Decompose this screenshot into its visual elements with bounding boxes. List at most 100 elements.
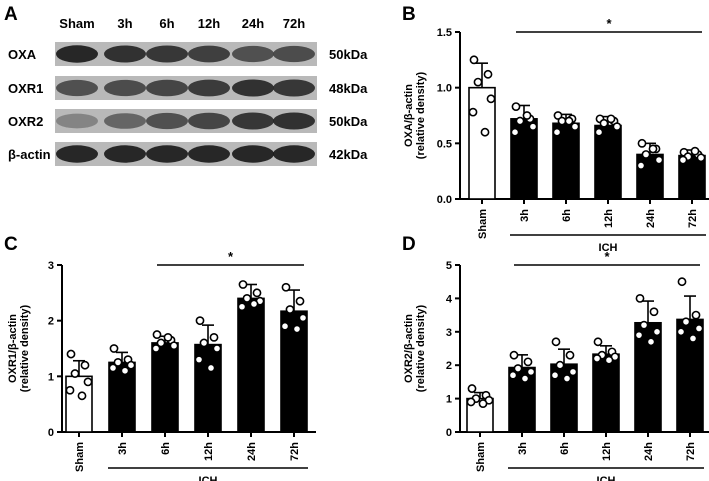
group-label: ICH	[599, 242, 618, 254]
x-tick-label: Sham	[74, 442, 86, 472]
data-point	[209, 332, 219, 342]
lane-label: 6h	[159, 16, 174, 31]
data-point	[550, 370, 560, 380]
data-point	[77, 391, 87, 401]
x-tick-label: 72h	[687, 209, 699, 228]
data-point	[511, 102, 521, 111]
x-tick-label: 12h	[601, 442, 613, 461]
data-point	[513, 364, 523, 373]
data-point	[152, 330, 162, 339]
y-axis-title: (relative density)	[19, 304, 31, 392]
protein-label: OXR2	[8, 114, 43, 129]
y-axis-title: OXR2/β-actin	[403, 314, 415, 383]
chart-oxa: 0.0 0.5 1.0 1.5 OXA/β-actin (relative density…	[403, 16, 709, 254]
data-point	[606, 114, 616, 124]
data-point	[108, 363, 118, 373]
blot-band	[188, 145, 230, 163]
x-tick-label: 6h	[561, 209, 573, 222]
blot-band	[56, 145, 98, 163]
data-point	[113, 358, 123, 367]
data-point	[483, 69, 493, 79]
data-point	[238, 280, 248, 289]
y-axis-title: OXR1/β-actin	[7, 314, 19, 383]
data-point	[641, 150, 651, 159]
lane-label: 3h	[117, 16, 132, 31]
data-point	[652, 327, 662, 337]
data-point	[468, 107, 478, 117]
group-label: ICH	[199, 475, 218, 481]
data-point	[691, 310, 701, 320]
blot-band	[146, 45, 188, 63]
data-point	[285, 305, 295, 314]
y-tick-label: 0	[446, 427, 452, 439]
data-point	[151, 344, 161, 353]
y-axis-title: (relative density)	[415, 71, 427, 159]
data-point	[604, 355, 614, 365]
data-point	[678, 155, 688, 165]
data-point	[83, 377, 93, 387]
x-tick-label: 24h	[246, 442, 258, 461]
y-axis-title: (relative density)	[415, 304, 427, 392]
x-tick-label: 12h	[603, 209, 615, 228]
data-point	[646, 337, 656, 347]
data-point	[568, 367, 578, 377]
x-tick-label: 6h	[160, 442, 172, 455]
data-point	[523, 357, 533, 367]
blot-band	[188, 45, 230, 63]
data-point	[212, 344, 222, 353]
data-point	[564, 116, 574, 126]
bar	[592, 353, 620, 433]
data-point	[508, 370, 518, 380]
data-point	[637, 138, 647, 148]
blot-band	[273, 79, 315, 97]
data-point	[473, 77, 483, 87]
y-tick-label: 0.0	[437, 194, 452, 206]
data-point	[562, 374, 572, 383]
mw-label: 50kDa	[329, 47, 368, 62]
blot-band	[56, 45, 98, 63]
western-blot: Sham 3h 6h 12h 24h 72h OXA 50kDa OXR1 48kDa OXR2 50…	[8, 16, 368, 166]
y-tick-label: 0.5	[437, 138, 452, 150]
data-point	[486, 94, 496, 104]
x-tick-label: Sham	[477, 209, 489, 239]
bar	[108, 361, 136, 433]
data-point	[65, 385, 75, 395]
data-point	[249, 299, 259, 309]
data-point	[522, 111, 532, 120]
data-point	[676, 327, 686, 337]
blot-band	[104, 45, 146, 63]
bar	[237, 297, 265, 433]
data-point	[636, 161, 646, 170]
protein-label: OXA	[8, 47, 37, 62]
x-tick-label: 72h	[289, 442, 301, 461]
y-tick-label: 2	[48, 316, 54, 328]
x-tick-label: 3h	[117, 442, 129, 455]
mw-label: 42kDa	[329, 147, 368, 162]
data-point	[648, 144, 658, 154]
data-point	[654, 155, 664, 165]
blot-band	[232, 45, 274, 63]
data-point	[570, 122, 580, 132]
data-point	[612, 122, 622, 132]
data-point	[696, 153, 706, 163]
blot-band	[188, 112, 230, 130]
data-point	[565, 350, 575, 360]
data-point	[520, 374, 530, 383]
x-tick-label: 3h	[517, 442, 529, 455]
y-axis-title: OXA/β-actin	[403, 84, 415, 147]
data-point	[526, 367, 536, 377]
data-point	[156, 338, 166, 348]
data-point	[194, 355, 204, 365]
data-point	[557, 116, 567, 126]
y-tick-label: 5	[446, 260, 452, 272]
x-tick-label: 24h	[643, 442, 655, 461]
data-point	[109, 344, 119, 353]
y-tick-label: 3	[446, 327, 452, 339]
blot-band	[273, 45, 315, 63]
data-point	[635, 293, 645, 303]
blot-band	[232, 145, 274, 163]
data-point	[649, 307, 659, 317]
data-point	[70, 369, 80, 378]
panel-letter-d: D	[402, 234, 416, 255]
